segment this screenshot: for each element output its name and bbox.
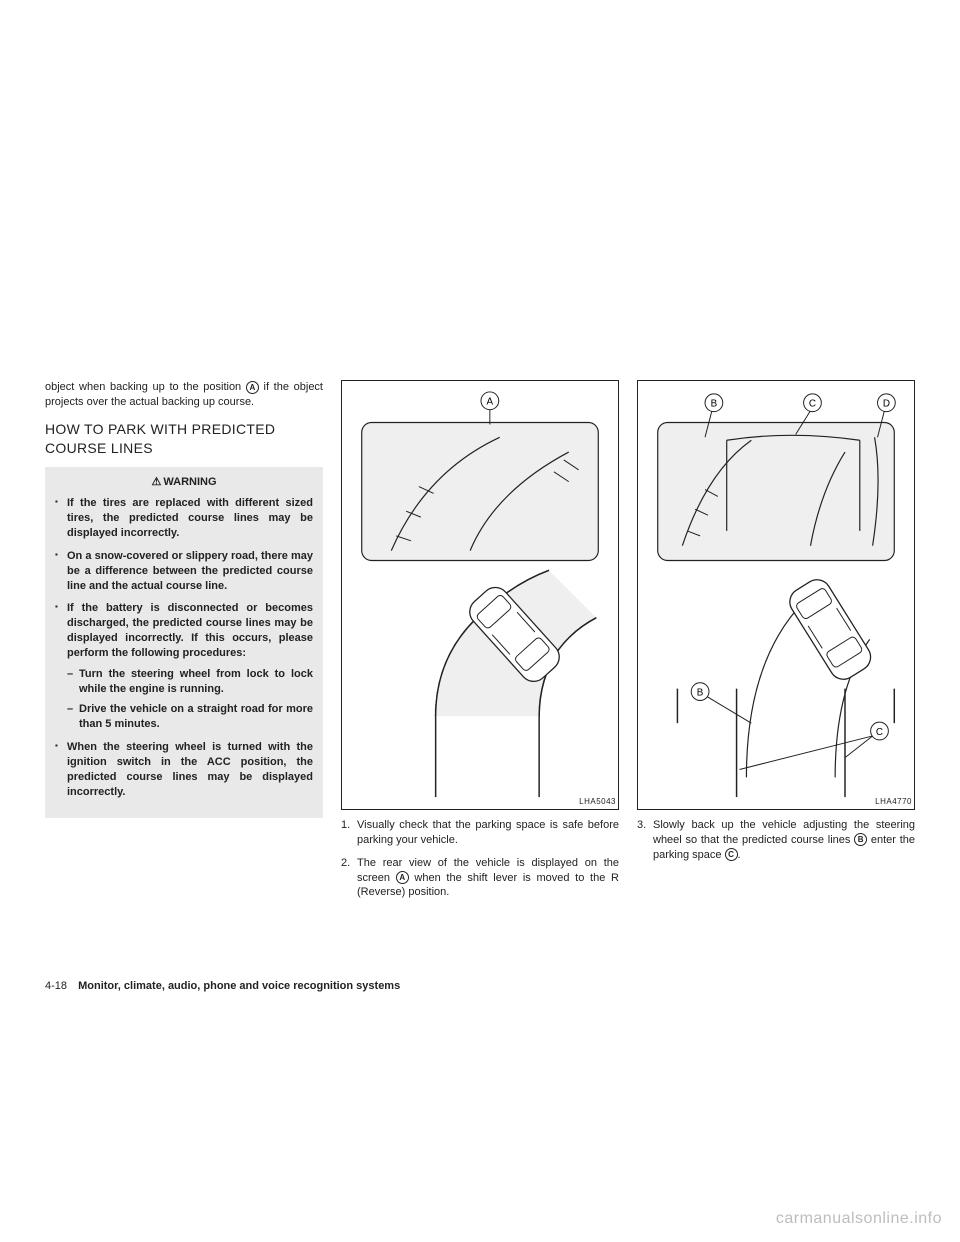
warning-item: When the steering wheel is turned with t…: [55, 740, 313, 799]
column-2: A LHA5043: [341, 380, 619, 908]
column-3: B C D: [637, 380, 915, 908]
warning-box: ⚠WARNING If the tires are replaced with …: [45, 467, 323, 817]
figure-2-code: LHA4770: [875, 797, 912, 808]
callout-b2: B: [697, 688, 704, 699]
warning-icon: ⚠: [151, 475, 161, 490]
callout-c: C: [809, 399, 816, 410]
figure-2-svg: B C D: [638, 381, 914, 809]
intro-pre: object when backing up to the position: [45, 381, 246, 393]
warning-item: If the tires are replaced with different…: [55, 496, 313, 541]
intro-text: object when backing up to the position A…: [45, 380, 323, 410]
warning-label: WARNING: [163, 476, 216, 488]
warning-sublist: Turn the steering wheel from lock to loc…: [67, 667, 313, 732]
car-icon: [785, 575, 876, 685]
section-heading: HOW TO PARK WITH PREDICTED COURSE LINES: [45, 420, 323, 458]
warning-item: On a snow-covered or slippery road, ther…: [55, 549, 313, 594]
step-item: Visually check that the parking space is…: [341, 818, 619, 848]
callout-a: A: [487, 397, 494, 408]
callout-c2: C: [876, 727, 883, 738]
warning-subitem: Drive the vehicle on a straight road for…: [67, 702, 313, 732]
page-number: 4-18: [45, 980, 67, 992]
figure-1: A LHA5043: [341, 380, 619, 810]
step-item: The rear view of the vehicle is displaye…: [341, 856, 619, 901]
page-footer: 4-18 Monitor, climate, audio, phone and …: [45, 980, 400, 992]
warning-heading: ⚠WARNING: [55, 475, 313, 490]
callout-c-inline: C: [725, 848, 738, 861]
figure-2: B C D: [637, 380, 915, 810]
column-1: object when backing up to the position A…: [45, 380, 323, 908]
callout-a-inline: A: [246, 381, 259, 394]
section-name: Monitor, climate, audio, phone and voice…: [78, 980, 400, 992]
warning-subitem: Turn the steering wheel from lock to loc…: [67, 667, 313, 697]
watermark: carmanualsonline.info: [776, 1210, 942, 1228]
warning-list: If the tires are replaced with different…: [55, 496, 313, 799]
page-content: object when backing up to the position A…: [45, 380, 915, 908]
warning-item: If the battery is disconnected or become…: [55, 601, 313, 732]
figure-1-code: LHA5043: [579, 797, 616, 808]
step-item: Slowly back up the vehicle adjusting the…: [637, 818, 915, 863]
figure-1-svg: A: [342, 381, 618, 809]
steps-col3: Slowly back up the vehicle adjusting the…: [637, 818, 915, 863]
callout-a-inline: A: [396, 871, 409, 884]
callout-b-inline: B: [854, 833, 867, 846]
callout-b: B: [711, 399, 718, 410]
steps-col2: Visually check that the parking space is…: [341, 818, 619, 900]
callout-d: D: [883, 399, 890, 410]
